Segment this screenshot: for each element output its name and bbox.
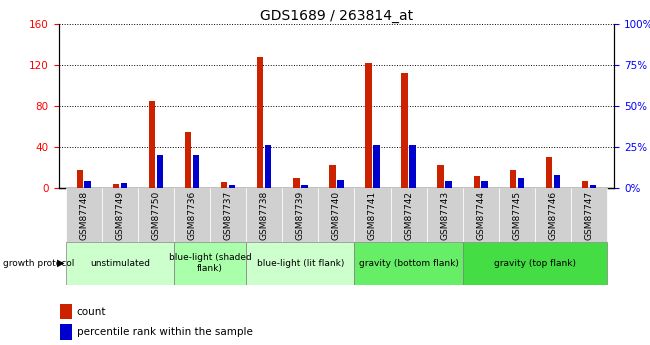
Bar xyxy=(210,188,246,241)
Bar xyxy=(293,178,300,188)
Text: ▶: ▶ xyxy=(57,258,65,268)
Text: GSM87749: GSM87749 xyxy=(115,191,124,240)
Text: GSM87738: GSM87738 xyxy=(260,191,268,240)
Text: gravity (bottom flank): gravity (bottom flank) xyxy=(359,258,458,268)
Text: GSM87736: GSM87736 xyxy=(187,191,196,240)
Bar xyxy=(193,155,200,188)
Text: blue-light (shaded
flank): blue-light (shaded flank) xyxy=(169,253,252,273)
Bar xyxy=(174,188,210,241)
Bar xyxy=(185,132,191,188)
Bar xyxy=(354,241,463,285)
Bar xyxy=(517,178,524,188)
Bar xyxy=(410,146,416,188)
Text: unstimulated: unstimulated xyxy=(90,258,150,268)
Text: GSM87745: GSM87745 xyxy=(512,191,521,240)
Bar xyxy=(473,176,480,188)
Bar xyxy=(482,181,488,188)
Text: GSM87743: GSM87743 xyxy=(440,191,449,240)
Bar xyxy=(66,241,174,285)
Text: GSM87744: GSM87744 xyxy=(476,191,486,240)
Bar xyxy=(149,101,155,188)
Bar xyxy=(426,188,463,241)
Text: percentile rank within the sample: percentile rank within the sample xyxy=(77,327,253,337)
Bar xyxy=(510,170,516,188)
Bar xyxy=(318,188,354,241)
Bar xyxy=(157,155,163,188)
Text: GSM87739: GSM87739 xyxy=(296,191,305,240)
Text: GSM87748: GSM87748 xyxy=(79,191,88,240)
Bar xyxy=(120,183,127,188)
Bar xyxy=(301,185,307,188)
Bar xyxy=(535,188,571,241)
Bar xyxy=(463,188,499,241)
Text: GSM87750: GSM87750 xyxy=(151,191,161,240)
Text: GSM87747: GSM87747 xyxy=(584,191,593,240)
Text: GSM87737: GSM87737 xyxy=(224,191,233,240)
Bar xyxy=(77,170,83,188)
Bar xyxy=(546,157,552,188)
Bar xyxy=(590,185,596,188)
Text: count: count xyxy=(77,307,106,316)
Bar xyxy=(445,181,452,188)
Bar xyxy=(257,57,263,188)
Bar xyxy=(84,181,91,188)
Bar xyxy=(138,188,174,241)
Bar xyxy=(112,184,119,188)
Bar xyxy=(282,188,318,241)
Bar xyxy=(337,180,344,188)
Bar xyxy=(437,166,444,188)
Bar xyxy=(221,182,228,188)
Text: GSM87742: GSM87742 xyxy=(404,191,413,240)
Text: blue-light (lit flank): blue-light (lit flank) xyxy=(257,258,344,268)
Bar xyxy=(265,146,272,188)
Title: GDS1689 / 263814_at: GDS1689 / 263814_at xyxy=(260,9,413,23)
Text: GSM87740: GSM87740 xyxy=(332,191,341,240)
Bar xyxy=(329,166,335,188)
Text: gravity (top flank): gravity (top flank) xyxy=(494,258,576,268)
Bar xyxy=(499,188,535,241)
Bar xyxy=(391,188,426,241)
Bar xyxy=(463,241,607,285)
Bar xyxy=(174,241,246,285)
Text: GSM87746: GSM87746 xyxy=(549,191,558,240)
Bar xyxy=(246,241,354,285)
Bar xyxy=(246,188,282,241)
Bar xyxy=(229,185,235,188)
Bar xyxy=(373,146,380,188)
Bar xyxy=(401,73,408,188)
Bar xyxy=(102,188,138,241)
Text: growth protocol: growth protocol xyxy=(3,259,75,268)
Bar xyxy=(66,188,102,241)
Bar xyxy=(354,188,391,241)
Bar xyxy=(554,175,560,188)
Text: GSM87741: GSM87741 xyxy=(368,191,377,240)
Bar xyxy=(365,63,372,188)
Bar xyxy=(582,181,588,188)
Bar xyxy=(571,188,607,241)
